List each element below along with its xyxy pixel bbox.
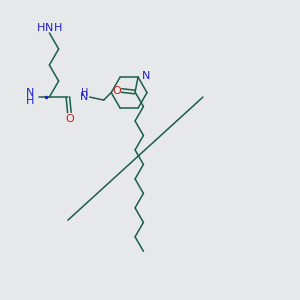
Text: N: N — [80, 92, 88, 102]
Text: H: H — [81, 88, 88, 98]
Text: N: N — [26, 88, 34, 98]
Text: H: H — [53, 22, 62, 33]
Text: N: N — [142, 70, 150, 81]
Text: O: O — [112, 85, 121, 95]
Text: N: N — [45, 22, 54, 33]
Text: H: H — [37, 22, 45, 33]
Text: H: H — [26, 96, 34, 106]
Text: O: O — [65, 114, 74, 124]
